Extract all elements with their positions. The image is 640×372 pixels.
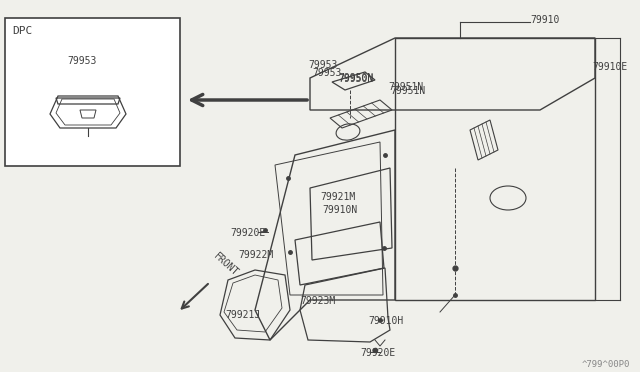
- Text: 79950N: 79950N: [338, 74, 373, 84]
- Text: 79953: 79953: [67, 56, 97, 66]
- Text: 79950N: 79950N: [338, 73, 373, 83]
- Text: 79923M: 79923M: [300, 296, 335, 306]
- Text: FRONT: FRONT: [212, 251, 241, 278]
- Text: 79920E: 79920E: [360, 348, 396, 358]
- Text: 79922M: 79922M: [238, 250, 273, 260]
- Text: 79920E: 79920E: [230, 228, 265, 238]
- Text: 79953: 79953: [308, 60, 337, 70]
- Bar: [5, 18, 180, 166]
- Text: 79953: 79953: [312, 68, 341, 78]
- Text: 79951N: 79951N: [390, 86, 425, 96]
- Text: 79910N: 79910N: [322, 205, 357, 215]
- Text: 79921M: 79921M: [320, 192, 355, 202]
- Text: DPC: DPC: [12, 26, 32, 36]
- Text: 79921J: 79921J: [225, 310, 260, 320]
- Text: 79951N: 79951N: [388, 82, 423, 92]
- Text: ^799^00P0: ^799^00P0: [582, 360, 630, 369]
- Text: 79910H: 79910H: [368, 316, 403, 326]
- Text: 79910E: 79910E: [592, 62, 627, 72]
- Text: 79910: 79910: [530, 15, 559, 25]
